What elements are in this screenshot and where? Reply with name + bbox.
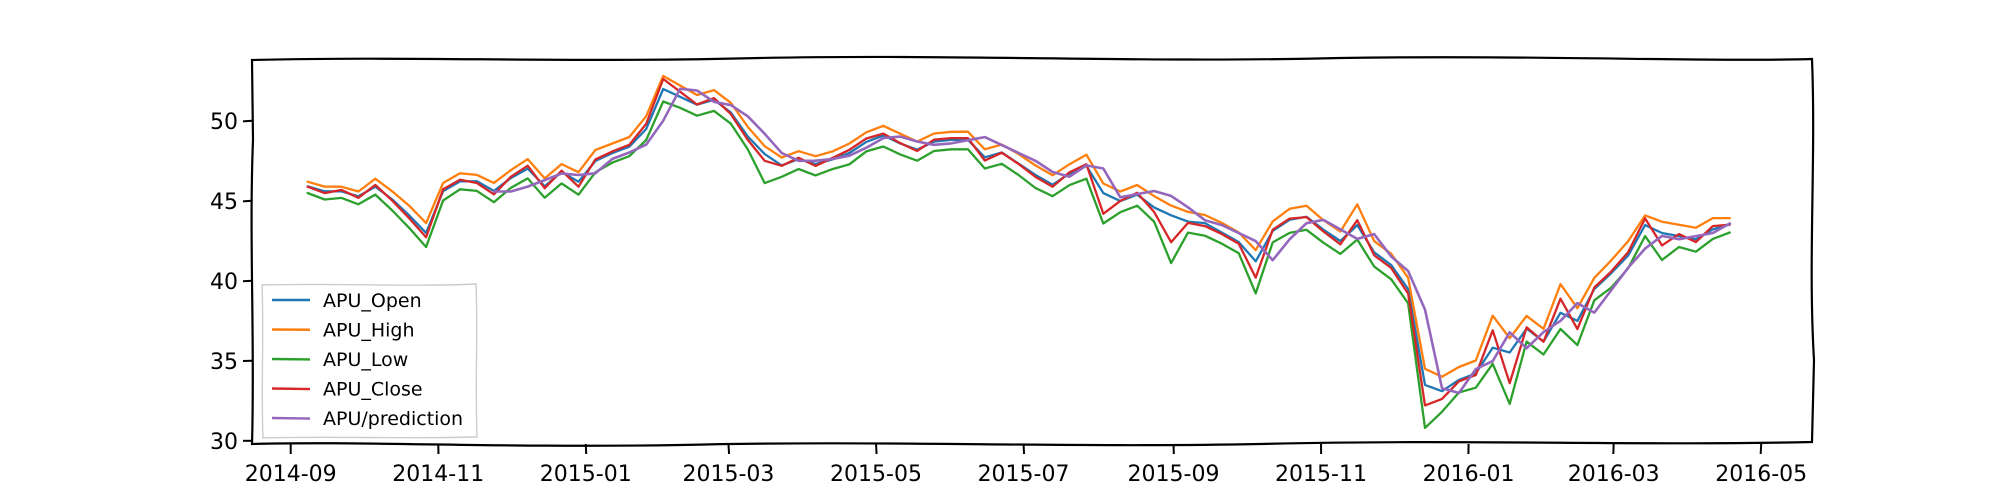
x-tick-label: 2015-01 <box>540 462 632 487</box>
legend-swatch <box>271 387 311 391</box>
y-tick-label: 35 <box>210 350 238 375</box>
series-line-apu-high <box>306 74 1731 378</box>
x-tick-mark <box>875 443 878 455</box>
y-tick-mark <box>242 199 253 203</box>
x-tick-label: 2016-05 <box>1715 462 1807 487</box>
legend-label: APU_Close <box>323 379 423 401</box>
legend-label: APU_High <box>323 320 415 342</box>
y-tick-label: 50 <box>210 110 238 135</box>
plot-frame <box>250 55 1816 447</box>
legend-swatch <box>271 416 311 420</box>
legend-label: APU_Low <box>323 349 408 371</box>
y-tick-mark <box>242 119 253 123</box>
series-line-apu-prediction <box>492 87 1732 395</box>
x-tick-label: 2015-11 <box>1275 462 1367 487</box>
x-tick-label: 2015-05 <box>830 462 922 487</box>
legend-box <box>261 283 478 439</box>
series-line-apu-close <box>306 77 1731 407</box>
plot-lines <box>306 74 1732 430</box>
x-tick-label: 2016-01 <box>1423 462 1515 487</box>
x-tick-label: 2015-03 <box>683 462 775 487</box>
y-tick-label: 45 <box>210 190 238 215</box>
x-tick-label: 2014-11 <box>392 462 484 487</box>
x-tick-label: 2016-03 <box>1568 462 1660 487</box>
x-tick-mark <box>1759 443 1763 455</box>
legend: APU_Open APU_High APU_Low APU_Close APU/pred… <box>261 283 478 439</box>
x-tick-mark <box>727 443 731 455</box>
y-tick-label: 30 <box>210 430 238 455</box>
series-line-apu-open <box>306 87 1731 393</box>
legend-label: APU/prediction <box>323 408 463 430</box>
y-axis: 30 35 40 45 50 <box>210 110 253 455</box>
x-tick-label: 2015-07 <box>978 462 1070 487</box>
x-axis: 2014-09 2014-11 2015-01 2015-03 2015-05 2015-… <box>245 443 1807 487</box>
x-tick-mark <box>1022 443 1026 455</box>
series-line-apu-low <box>306 100 1731 430</box>
x-tick-label: 2014-09 <box>245 462 337 487</box>
y-tick-label: 40 <box>210 270 238 295</box>
x-tick-label: 2015-09 <box>1128 462 1220 487</box>
legend-label: APU_Open <box>323 290 422 312</box>
